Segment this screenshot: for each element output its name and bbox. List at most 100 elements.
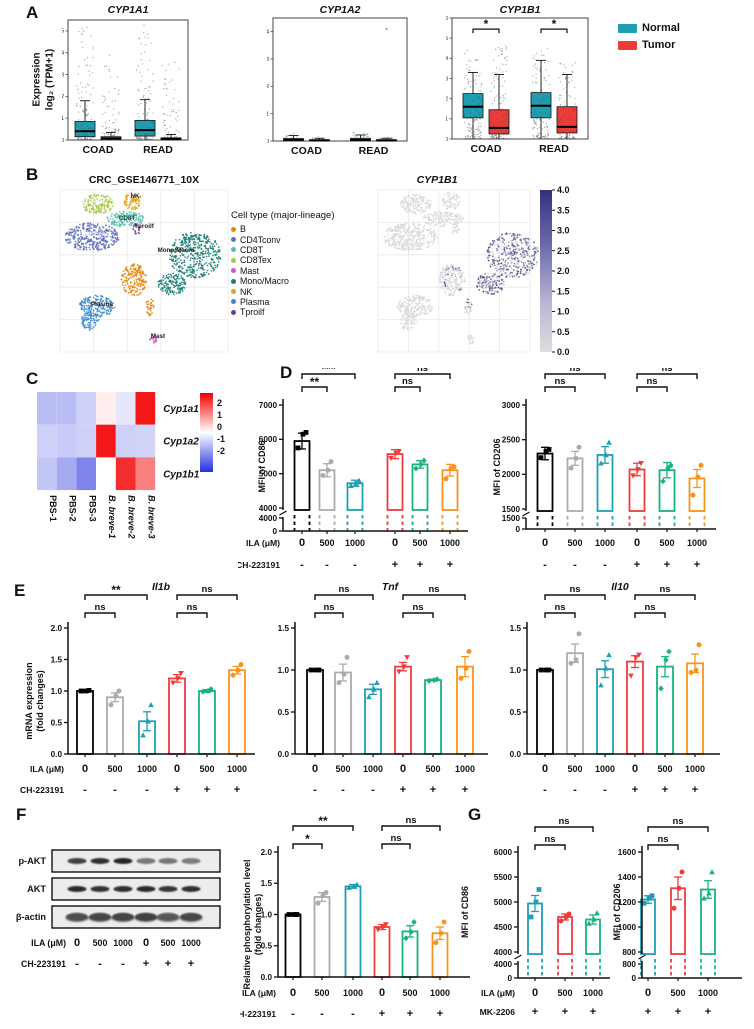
umap-legend-title: Cell type (major-lineage) xyxy=(231,210,335,221)
umap-legend-dot xyxy=(231,278,236,284)
umap-legend-item: CD4Tconv xyxy=(231,234,371,245)
svg-text:1: 1 xyxy=(62,116,64,122)
umap-legend-item: CD8Tex xyxy=(231,255,371,265)
svg-text:COAD: COAD xyxy=(83,144,114,156)
legend-label-normal: Normal xyxy=(642,22,680,34)
ylabel-line2: log₂ (TPM+1) xyxy=(44,48,55,111)
panel-label-c: C xyxy=(26,369,39,388)
svg-text:B: B xyxy=(132,277,137,284)
umap-legend-item: B xyxy=(231,224,371,234)
a1-svg: 0 1 2 3 4 5 CYP1A1 COAD READ xyxy=(62,4,189,156)
svg-text:CRC_GSE146771_10X: CRC_GSE146771_10X xyxy=(89,174,199,186)
umap-legend-item: Mast xyxy=(231,266,371,276)
svg-text:3: 3 xyxy=(446,76,448,82)
umap-legend-item: CD8T xyxy=(231,245,371,255)
umap-legend-label: Mono/Macro xyxy=(240,276,289,287)
umap-legend-label: B xyxy=(240,224,246,235)
svg-text:CYP1B1: CYP1B1 xyxy=(417,174,458,186)
svg-text:1: 1 xyxy=(446,117,448,123)
umap-legend-item: Plasma xyxy=(231,297,371,307)
bar-mfi-cd86-mk2206: 6000 5500 5000 4500 4000 4000 0 ns ns ILA (μM) 0 50… xyxy=(460,810,612,1029)
panel-label-d: D xyxy=(280,363,293,382)
svg-text:2: 2 xyxy=(267,84,269,90)
svg-text:CD4Tconv: CD4Tconv xyxy=(79,231,110,238)
ylabel-line1: Expression xyxy=(31,52,43,107)
umap-legend-label: Plasma xyxy=(240,296,270,307)
svg-text:Tproilf: Tproilf xyxy=(134,223,154,230)
umap-legend-dot xyxy=(231,226,236,232)
svg-text:4: 4 xyxy=(267,29,269,35)
panel-label-g: G xyxy=(468,805,482,824)
svg-text:READ: READ xyxy=(359,145,389,157)
boxplot-cyp1b1: 0 1 2 3 4 5 6 CYP1B1 COAD * READ * xyxy=(446,2,596,164)
umap-legend-item: Tproilf xyxy=(231,307,371,317)
panel-label-e: E xyxy=(14,581,26,600)
bar-il10: 1.5 1.0 0.5 0.0 ns ns ns ns 0 500 1000 0 500 1000- - - +… xyxy=(505,580,753,806)
umap-legend-item: Mono/Macro xyxy=(231,276,371,286)
umap-legend-dot xyxy=(231,257,236,263)
heatmap-cyp-genes: Cyp1a1 Cyp1a2 Cyp1b1 PBS-1 PBS-2 PBS-3 B. brev… xyxy=(30,385,255,557)
svg-text:2: 2 xyxy=(62,94,64,100)
svg-text:1: 1 xyxy=(267,111,269,117)
bar-mfi-cd86: 7000 6000 5000 4000 4000 0 *** ** ns ns ILA (μM) 0 5… xyxy=(238,368,482,584)
svg-text:Plasma: Plasma xyxy=(91,301,114,308)
svg-text:5: 5 xyxy=(446,36,448,42)
legend-label-tumor: Tumor xyxy=(642,39,676,51)
bar-mfi-cd206: 3000 2500 2000 1500 1500 0 ns ns ns ns 0 500 1000 0 50… xyxy=(490,368,736,584)
svg-text:3: 3 xyxy=(62,72,64,78)
svg-text:CD8T: CD8T xyxy=(119,215,136,222)
panel-a-legend: Normal Tumor xyxy=(618,22,680,56)
a2-svg: 0 1 2 3 4 CYP1A2 COAD READ xyxy=(267,4,408,157)
umap-legend-dot xyxy=(231,309,236,315)
svg-text:Mono/Macro: Mono/Macro xyxy=(157,247,194,254)
svg-text:NK: NK xyxy=(130,193,140,200)
bar-tnf: 1.5 1.0 0.5 0.0 ns ns ns ns 0 500 1000 0 500 1000- - - +… xyxy=(270,580,500,806)
umap-legend-label: NK xyxy=(240,286,253,297)
tumor-color-swatch xyxy=(618,40,637,50)
legend-item-tumor: Tumor xyxy=(618,39,680,51)
svg-text:COAD: COAD xyxy=(471,143,502,155)
umap-legend-label: CD8Tex xyxy=(240,255,272,266)
legend-item-normal: Normal xyxy=(618,22,680,34)
panel-label-f: F xyxy=(16,805,27,824)
umap-cyp1b1-expression: CYP1B1 4.0 3.5 3.0 2.5 2.0 1.5 1.0 0.5 0.0 xyxy=(373,172,585,362)
umap-legend-item: NK xyxy=(231,286,371,297)
svg-text:CYP1A1: CYP1A1 xyxy=(108,4,149,16)
bar-phospho-akt: 2.0 1.5 1.0 0.5 0.0 ** * ns ns ILA (μM) 0 500 1000 0 5… xyxy=(240,810,480,1029)
umap-legend-label: Tproilf xyxy=(240,307,265,318)
umap-legend-dot xyxy=(231,299,236,305)
bar-mfi-cd206-mk2206: 1600 1400 1200 1000 800 800 0 ns ns 0 500 1000 + + + MF… xyxy=(612,810,754,1029)
svg-text:CYP1A2: CYP1A2 xyxy=(320,4,361,16)
svg-text:CD8Tex: CD8Tex xyxy=(82,198,105,205)
boxplot-cyp1a1: 0 1 2 3 4 5 CYP1A1 COAD READ xyxy=(62,2,198,164)
umap-legend-label: CD8T xyxy=(240,244,263,255)
b1-svg: CRC_GSE146771_10X NK CD8Tex CD8T CD4Tconv Tpr… xyxy=(59,174,229,353)
panel-label-a: A xyxy=(26,3,39,22)
svg-text:3: 3 xyxy=(267,57,269,63)
svg-text:*: * xyxy=(484,17,489,31)
umap-celltype: CRC_GSE146771_10X NK CD8Tex CD8T CD4Tconv Tpr… xyxy=(55,172,233,362)
umap-legend-dot xyxy=(231,247,236,253)
bar-il1b: 2.0 1.5 1.0 0.5 0.0 ** ns ns ns ILA (μM) 0 500 1000 0… xyxy=(10,580,270,806)
svg-text:*: * xyxy=(552,17,557,31)
svg-text:4: 4 xyxy=(62,51,64,57)
a3-svg: 0 1 2 3 4 5 6 CYP1B1 COAD * READ * xyxy=(446,4,589,155)
svg-text:4: 4 xyxy=(446,56,448,62)
svg-text:6: 6 xyxy=(446,16,448,22)
svg-text:0: 0 xyxy=(62,138,64,144)
western-blot-akt: p-AKT AKT β-actin ILA (μM) 0 500 1000 0 500 1000 C… xyxy=(10,830,238,995)
normal-color-swatch xyxy=(618,23,637,33)
svg-text:2: 2 xyxy=(446,96,448,102)
svg-text:CYP1B1: CYP1B1 xyxy=(500,4,541,16)
panel-label-b: B xyxy=(26,165,39,184)
umap-legend-dot xyxy=(231,289,236,295)
